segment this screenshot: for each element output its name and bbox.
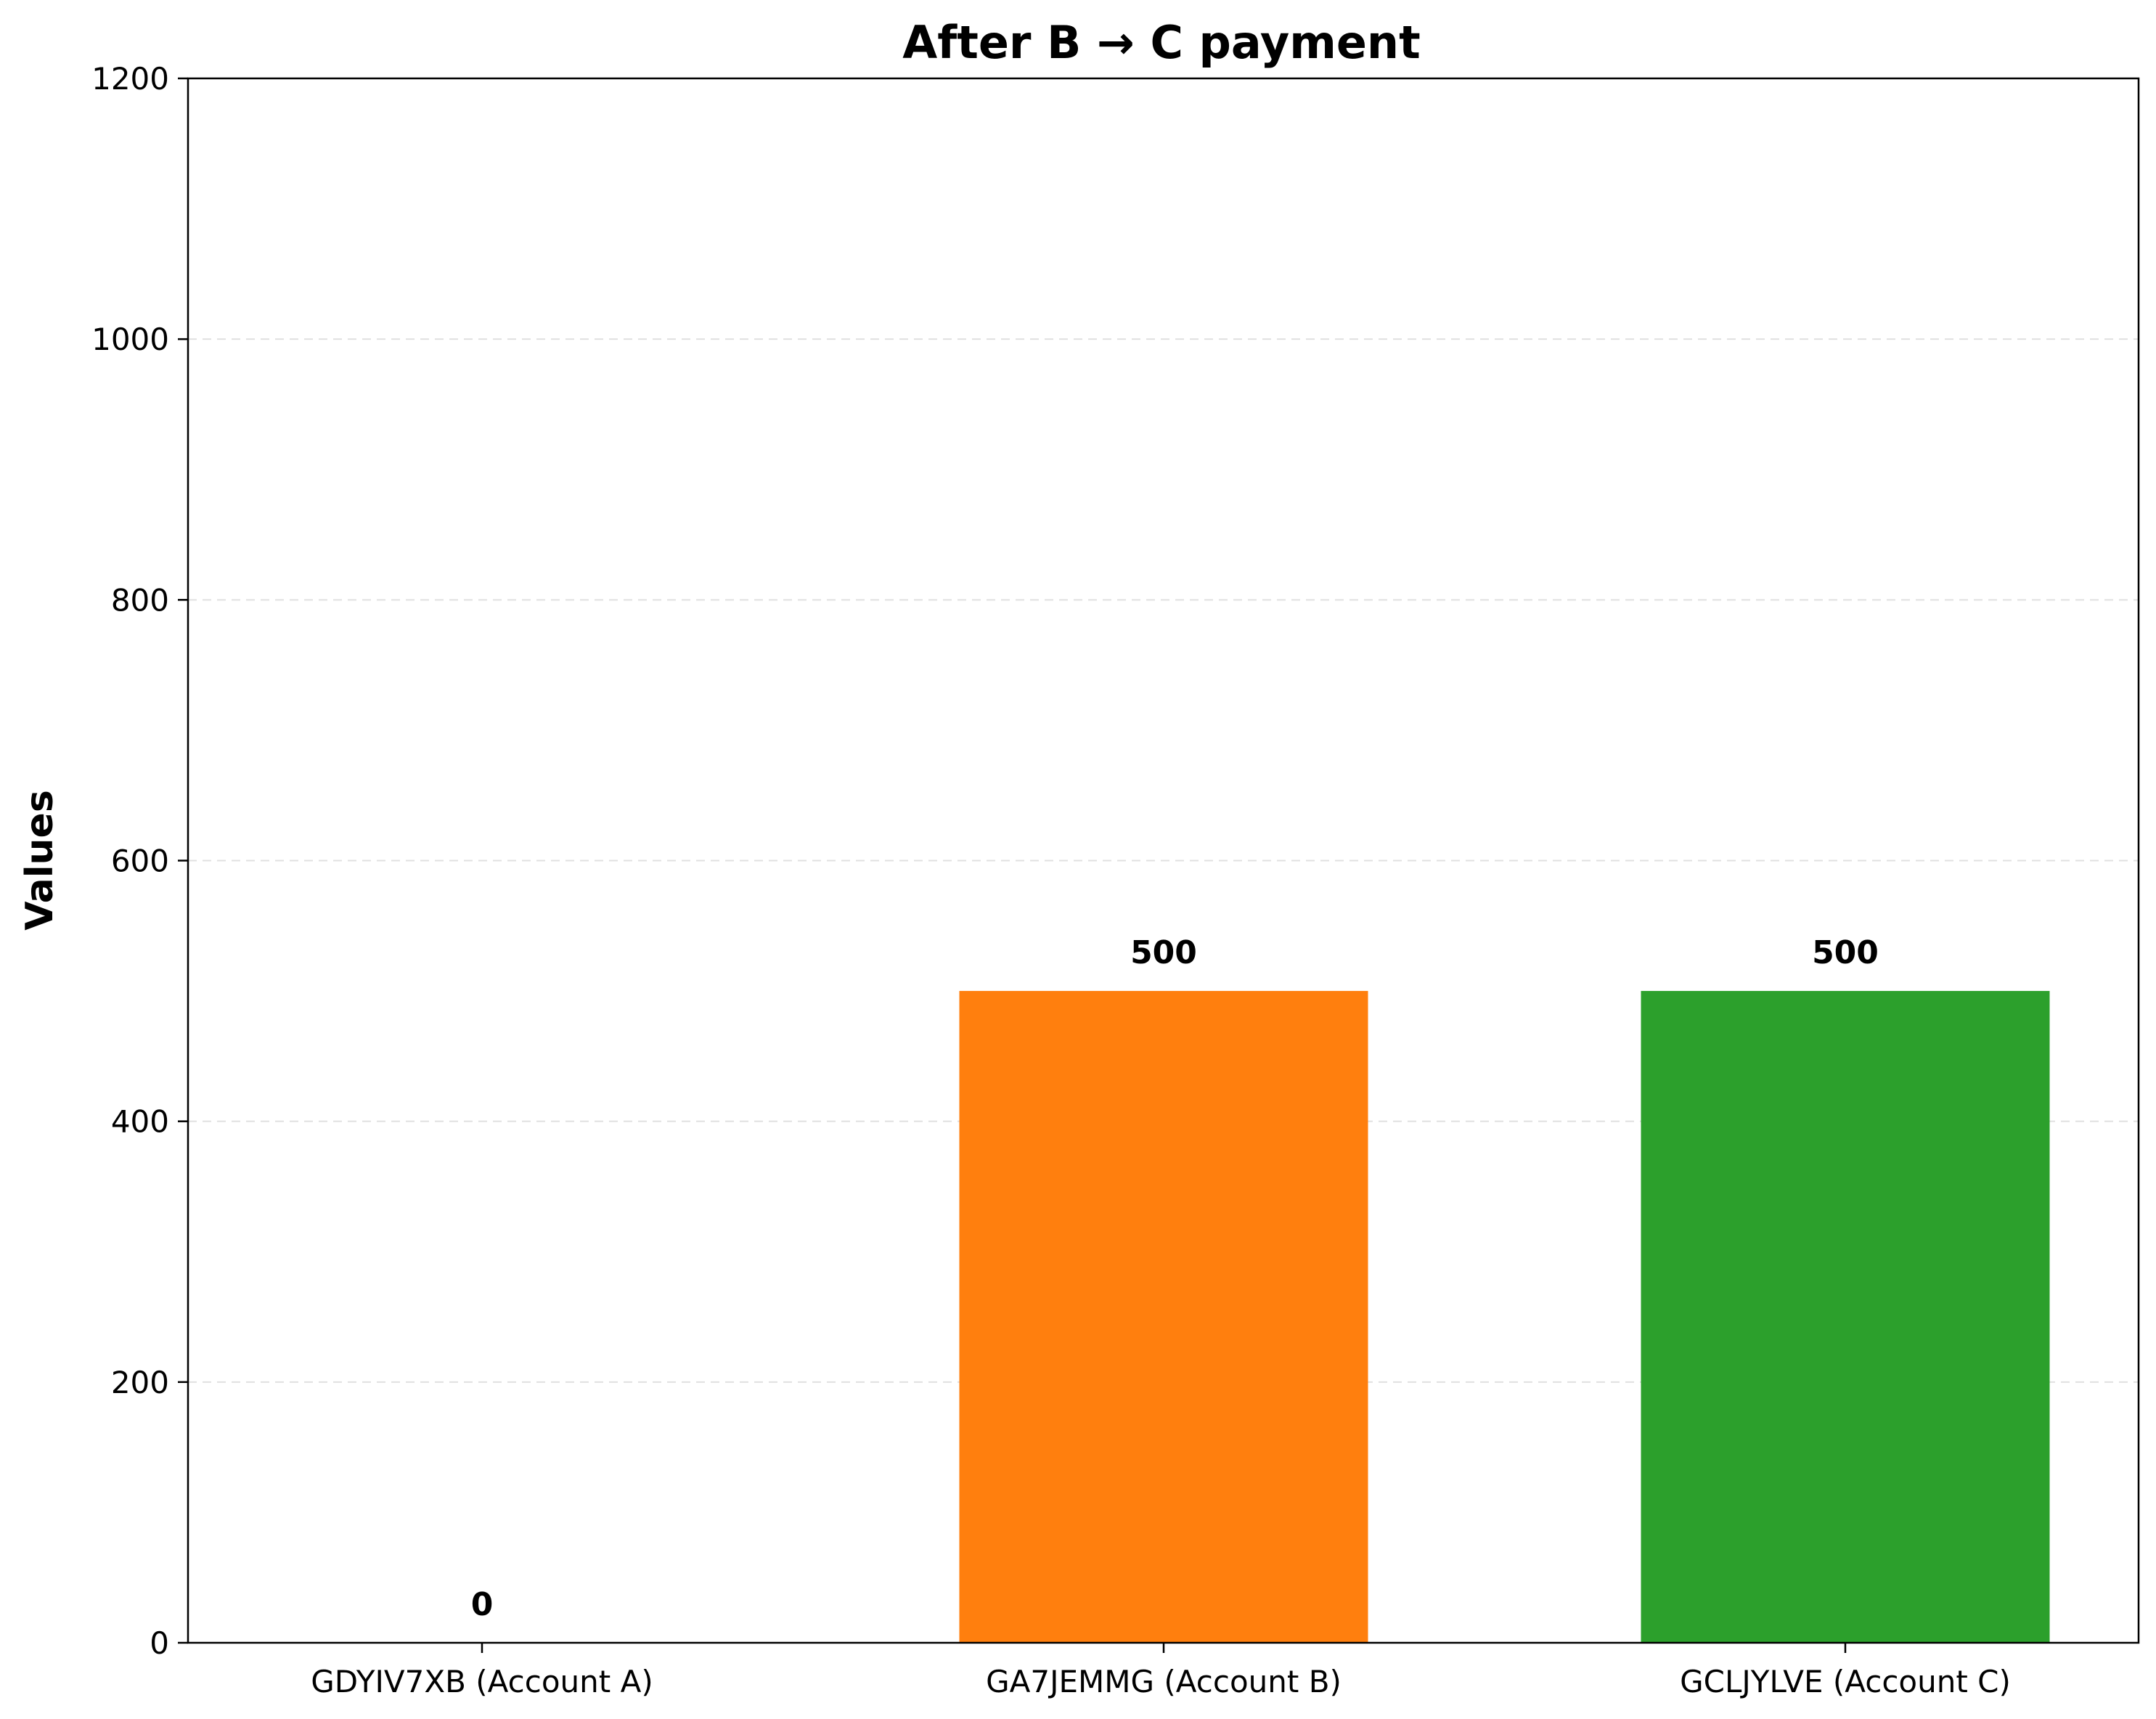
data-labels: 0 500 500 [471,934,1879,1623]
y-tick-label: 800 [111,582,169,618]
y-tick-label: 600 [111,844,169,879]
x-tick-label: GA7JEMMG (Account B) [986,1664,1342,1699]
x-tick-label: GDYIV7XB (Account A) [311,1664,653,1699]
data-label: 500 [1130,934,1197,971]
y-tick-label: 1000 [91,322,169,357]
y-tick-label: 1200 [91,61,169,97]
y-tick-label: 400 [111,1104,169,1140]
data-label: 500 [1812,934,1879,971]
data-label: 0 [471,1586,494,1623]
plot-frame [187,77,2140,1644]
y-tick-label: 0 [150,1625,169,1661]
chart-title: After B → C payment [902,16,1420,69]
y-tick-label: 200 [111,1365,169,1400]
y-axis-label: Values [18,790,62,931]
x-tick-label: GCLJYLVE (Account C) [1680,1664,2011,1699]
bar [959,991,1368,1643]
bars [959,991,2050,1643]
axes: 0 200 400 600 800 1000 1200 GDYIV7XB (Account A… [91,61,2140,1699]
bar [1641,991,2050,1643]
